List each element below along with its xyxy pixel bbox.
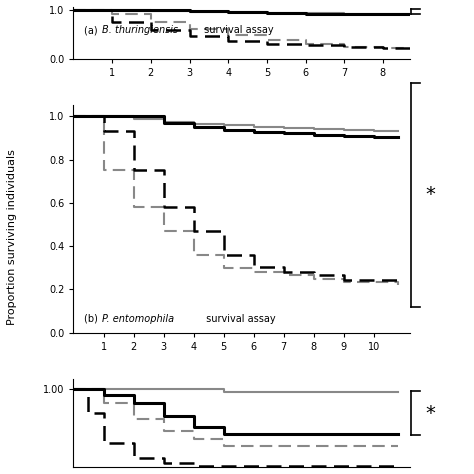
Text: survival assay: survival assay	[201, 26, 274, 36]
Text: *: *	[426, 185, 436, 204]
Text: P. entomophila: P. entomophila	[102, 314, 174, 324]
Text: (a): (a)	[83, 26, 100, 36]
Text: B. thuringiensis: B. thuringiensis	[102, 26, 178, 36]
Text: survival assay: survival assay	[203, 314, 276, 324]
Text: Proportion surviving individuals: Proportion surviving individuals	[7, 149, 17, 325]
Text: *: *	[426, 404, 436, 423]
Text: (b): (b)	[83, 314, 100, 324]
